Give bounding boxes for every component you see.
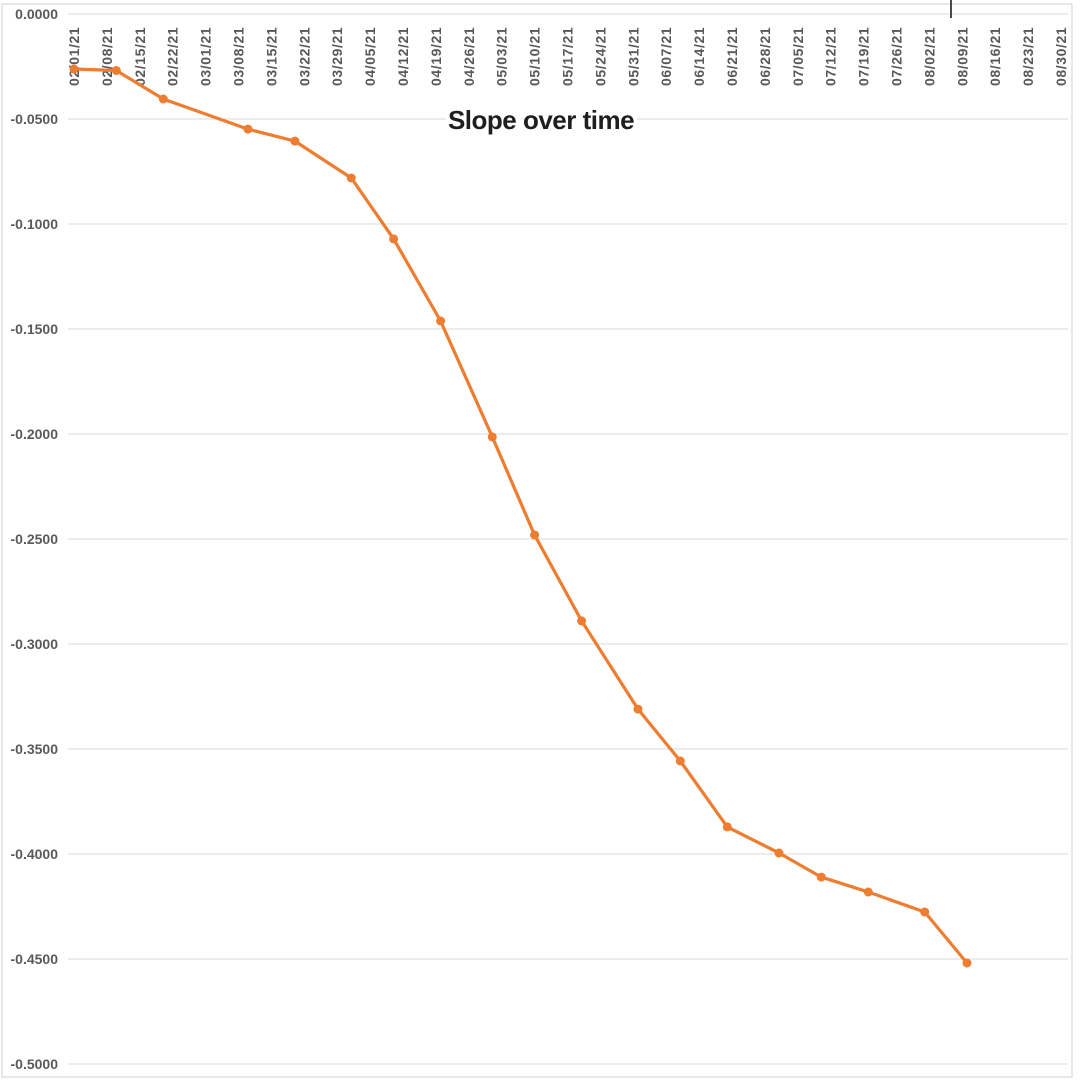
x-tick-label: 03/01/21: [198, 27, 214, 86]
x-tick-label: 02/01/21: [66, 27, 82, 86]
x-tick-label: 05/03/21: [494, 27, 510, 86]
data-point-marker: [436, 316, 446, 326]
data-point-marker: [69, 64, 79, 74]
data-point-marker: [530, 530, 540, 540]
data-point-marker: [243, 124, 253, 134]
data-point-marker: [633, 704, 643, 714]
x-tick-label: 04/12/21: [395, 27, 411, 86]
y-tick-label: -0.4000: [11, 846, 59, 862]
x-tick-label: 05/24/21: [592, 27, 608, 86]
data-point-marker: [577, 616, 587, 626]
x-tick-label: 08/02/21: [921, 27, 937, 86]
chart-title-background: [446, 101, 637, 134]
data-point-marker: [722, 822, 732, 832]
x-tick-label: 07/19/21: [856, 27, 872, 86]
x-tick-label: 07/12/21: [823, 27, 839, 86]
y-tick-label: -0.0500: [11, 111, 59, 127]
y-tick-label: 0.0000: [15, 6, 58, 22]
x-tick-label: 04/19/21: [428, 27, 444, 86]
x-tick-label: 04/26/21: [461, 27, 477, 86]
x-tick-label: 06/21/21: [724, 27, 740, 86]
data-point-marker: [816, 872, 826, 882]
y-tick-label: -0.1500: [11, 321, 59, 337]
x-tick-label: 04/05/21: [362, 27, 378, 86]
y-tick-label: -0.2500: [11, 531, 59, 547]
data-point-marker: [675, 756, 685, 766]
data-point-marker: [920, 907, 930, 917]
x-tick-label: 02/08/21: [99, 27, 115, 86]
x-tick-label: 03/15/21: [263, 27, 279, 86]
data-point-marker: [346, 173, 356, 183]
y-tick-label: -0.3000: [11, 636, 59, 652]
x-tick-label: 05/17/21: [560, 27, 576, 86]
chart-title: Slope over time: [448, 105, 634, 135]
x-tick-label: 03/22/21: [296, 27, 312, 86]
x-tick-label: 07/05/21: [790, 27, 806, 86]
data-point-marker: [774, 848, 784, 858]
data-point-marker: [487, 432, 497, 442]
data-point-marker: [158, 94, 168, 104]
y-tick-label: -0.5000: [11, 1056, 59, 1072]
data-point-marker: [389, 234, 399, 244]
x-tick-label: 08/16/21: [987, 27, 1003, 86]
y-tick-label: -0.4500: [11, 951, 59, 967]
x-tick-label: 03/08/21: [231, 27, 247, 86]
x-tick-label: 05/31/21: [625, 27, 641, 86]
x-tick-label: 03/29/21: [329, 27, 345, 86]
data-point-marker: [290, 136, 300, 146]
data-point-marker: [111, 66, 121, 75]
y-axis-labels: 0.0000 -0.0500 -0.1000 -0.1500 -0.2000 -0.250…: [11, 6, 59, 1072]
x-tick-label: 06/07/21: [658, 27, 674, 86]
x-tick-label: 02/15/21: [132, 27, 148, 86]
x-tick-label: 07/26/21: [889, 27, 905, 86]
y-tick-label: -0.3500: [11, 741, 59, 757]
x-tick-label: 05/10/21: [527, 27, 543, 86]
chart-border: [1, 3, 1073, 1078]
gridlines-group: [68, 13, 1068, 1065]
x-tick-label: 06/14/21: [691, 27, 707, 86]
series-slope: [69, 64, 972, 968]
y-tick-label: -0.2000: [11, 426, 59, 442]
data-point-marker: [962, 958, 972, 968]
x-tick-label: 08/23/21: [1020, 27, 1036, 86]
x-axis-labels: 02/01/21 02/08/21 02/15/21 02/22/21 03/01/21…: [66, 27, 1069, 86]
x-tick-label: 08/09/21: [954, 27, 970, 86]
x-tick-label: 06/28/21: [757, 27, 773, 86]
text-cursor-artifact: [950, 0, 952, 18]
x-tick-label: 02/22/21: [165, 27, 181, 86]
x-tick-label: 08/30/21: [1053, 27, 1069, 86]
y-tick-label: -0.1000: [11, 216, 59, 232]
data-point-marker: [863, 887, 873, 897]
